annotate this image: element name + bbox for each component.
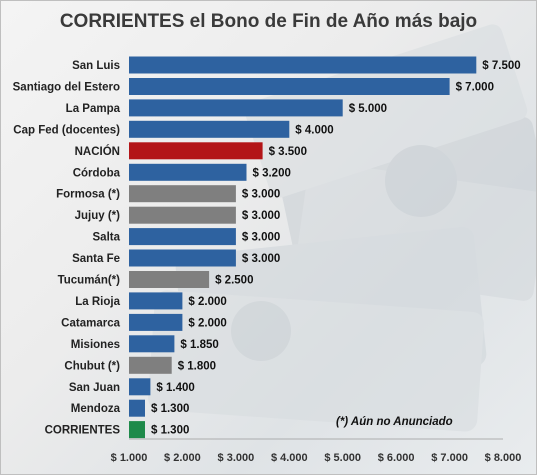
- value-label: $ 3.000: [242, 232, 280, 244]
- bar: [129, 335, 175, 353]
- bar: [129, 185, 236, 203]
- category-label: La Rioja: [75, 296, 120, 308]
- category-label: CORRIENTES: [45, 425, 121, 437]
- x-tick-label: $ 4.000: [271, 452, 308, 464]
- bar: [129, 99, 343, 117]
- bar: [129, 271, 210, 288]
- bar: [129, 399, 145, 417]
- value-label: $ 1.300: [151, 425, 189, 437]
- bar: [129, 78, 450, 95]
- bar: [129, 421, 145, 439]
- value-label: $ 4.000: [295, 124, 333, 136]
- bar: [129, 378, 151, 396]
- bar: [129, 206, 236, 224]
- bar: [129, 292, 183, 310]
- value-label: $ 3.500: [269, 146, 307, 158]
- value-label: $ 7.000: [456, 82, 494, 94]
- category-label: Santiago del Estero: [13, 82, 120, 94]
- category-label: Salta: [93, 232, 121, 244]
- x-tick-label: $ 1.000: [111, 452, 148, 464]
- value-label: $ 3.200: [253, 167, 291, 179]
- category-label: Santa Fe: [72, 253, 120, 265]
- value-label: $ 3.000: [242, 210, 280, 222]
- pending-annotation: (*) Aún no Anunciado: [336, 416, 453, 428]
- category-label: Catamarca: [61, 317, 120, 329]
- bar: [129, 249, 236, 267]
- category-label: San Juan: [69, 382, 120, 394]
- value-label: $ 1.300: [151, 403, 189, 415]
- category-label: Chubut (*): [64, 360, 120, 372]
- category-label: Tucumán(*): [58, 275, 121, 287]
- category-label: Formosa (*): [56, 189, 120, 201]
- category-label: La Pampa: [66, 103, 121, 115]
- category-label: Mendoza: [71, 403, 121, 415]
- value-label: $ 2.000: [188, 317, 226, 329]
- x-tick-label: $ 8.000: [485, 452, 522, 464]
- chart-title: CORRIENTES el Bono de Fin de Año más baj…: [59, 11, 478, 32]
- x-tick-label: $ 7.000: [431, 452, 468, 464]
- category-label: Misiones: [71, 339, 120, 351]
- category-label: Jujuy (*): [75, 210, 121, 222]
- bar: [129, 313, 183, 331]
- category-label: San Luis: [72, 60, 120, 72]
- category-label: Córdoba: [73, 167, 121, 179]
- bar: [129, 142, 263, 160]
- x-tick-label: $ 6.000: [378, 452, 415, 464]
- bar: [129, 356, 172, 374]
- value-label: $ 5.000: [349, 103, 387, 115]
- value-label: $ 1.800: [178, 360, 216, 372]
- value-label: $ 3.000: [242, 253, 280, 265]
- bar: [129, 56, 477, 74]
- value-label: $ 1.850: [180, 339, 218, 351]
- bar: [129, 228, 236, 246]
- category-label: Cap Fed (docentes): [13, 124, 120, 136]
- value-label: $ 3.000: [242, 189, 280, 201]
- bar: [129, 120, 290, 138]
- category-label: NACIÓN: [75, 145, 120, 158]
- value-label: $ 2.000: [188, 296, 226, 308]
- bar: [129, 163, 247, 181]
- x-tick-label: $ 3.000: [218, 452, 255, 464]
- x-tick-label: $ 2.000: [164, 452, 201, 464]
- value-label: $ 1.400: [156, 382, 194, 394]
- value-label: $ 7.500: [482, 60, 520, 72]
- x-tick-label: $ 5.000: [324, 452, 361, 464]
- value-label: $ 2.500: [215, 275, 253, 287]
